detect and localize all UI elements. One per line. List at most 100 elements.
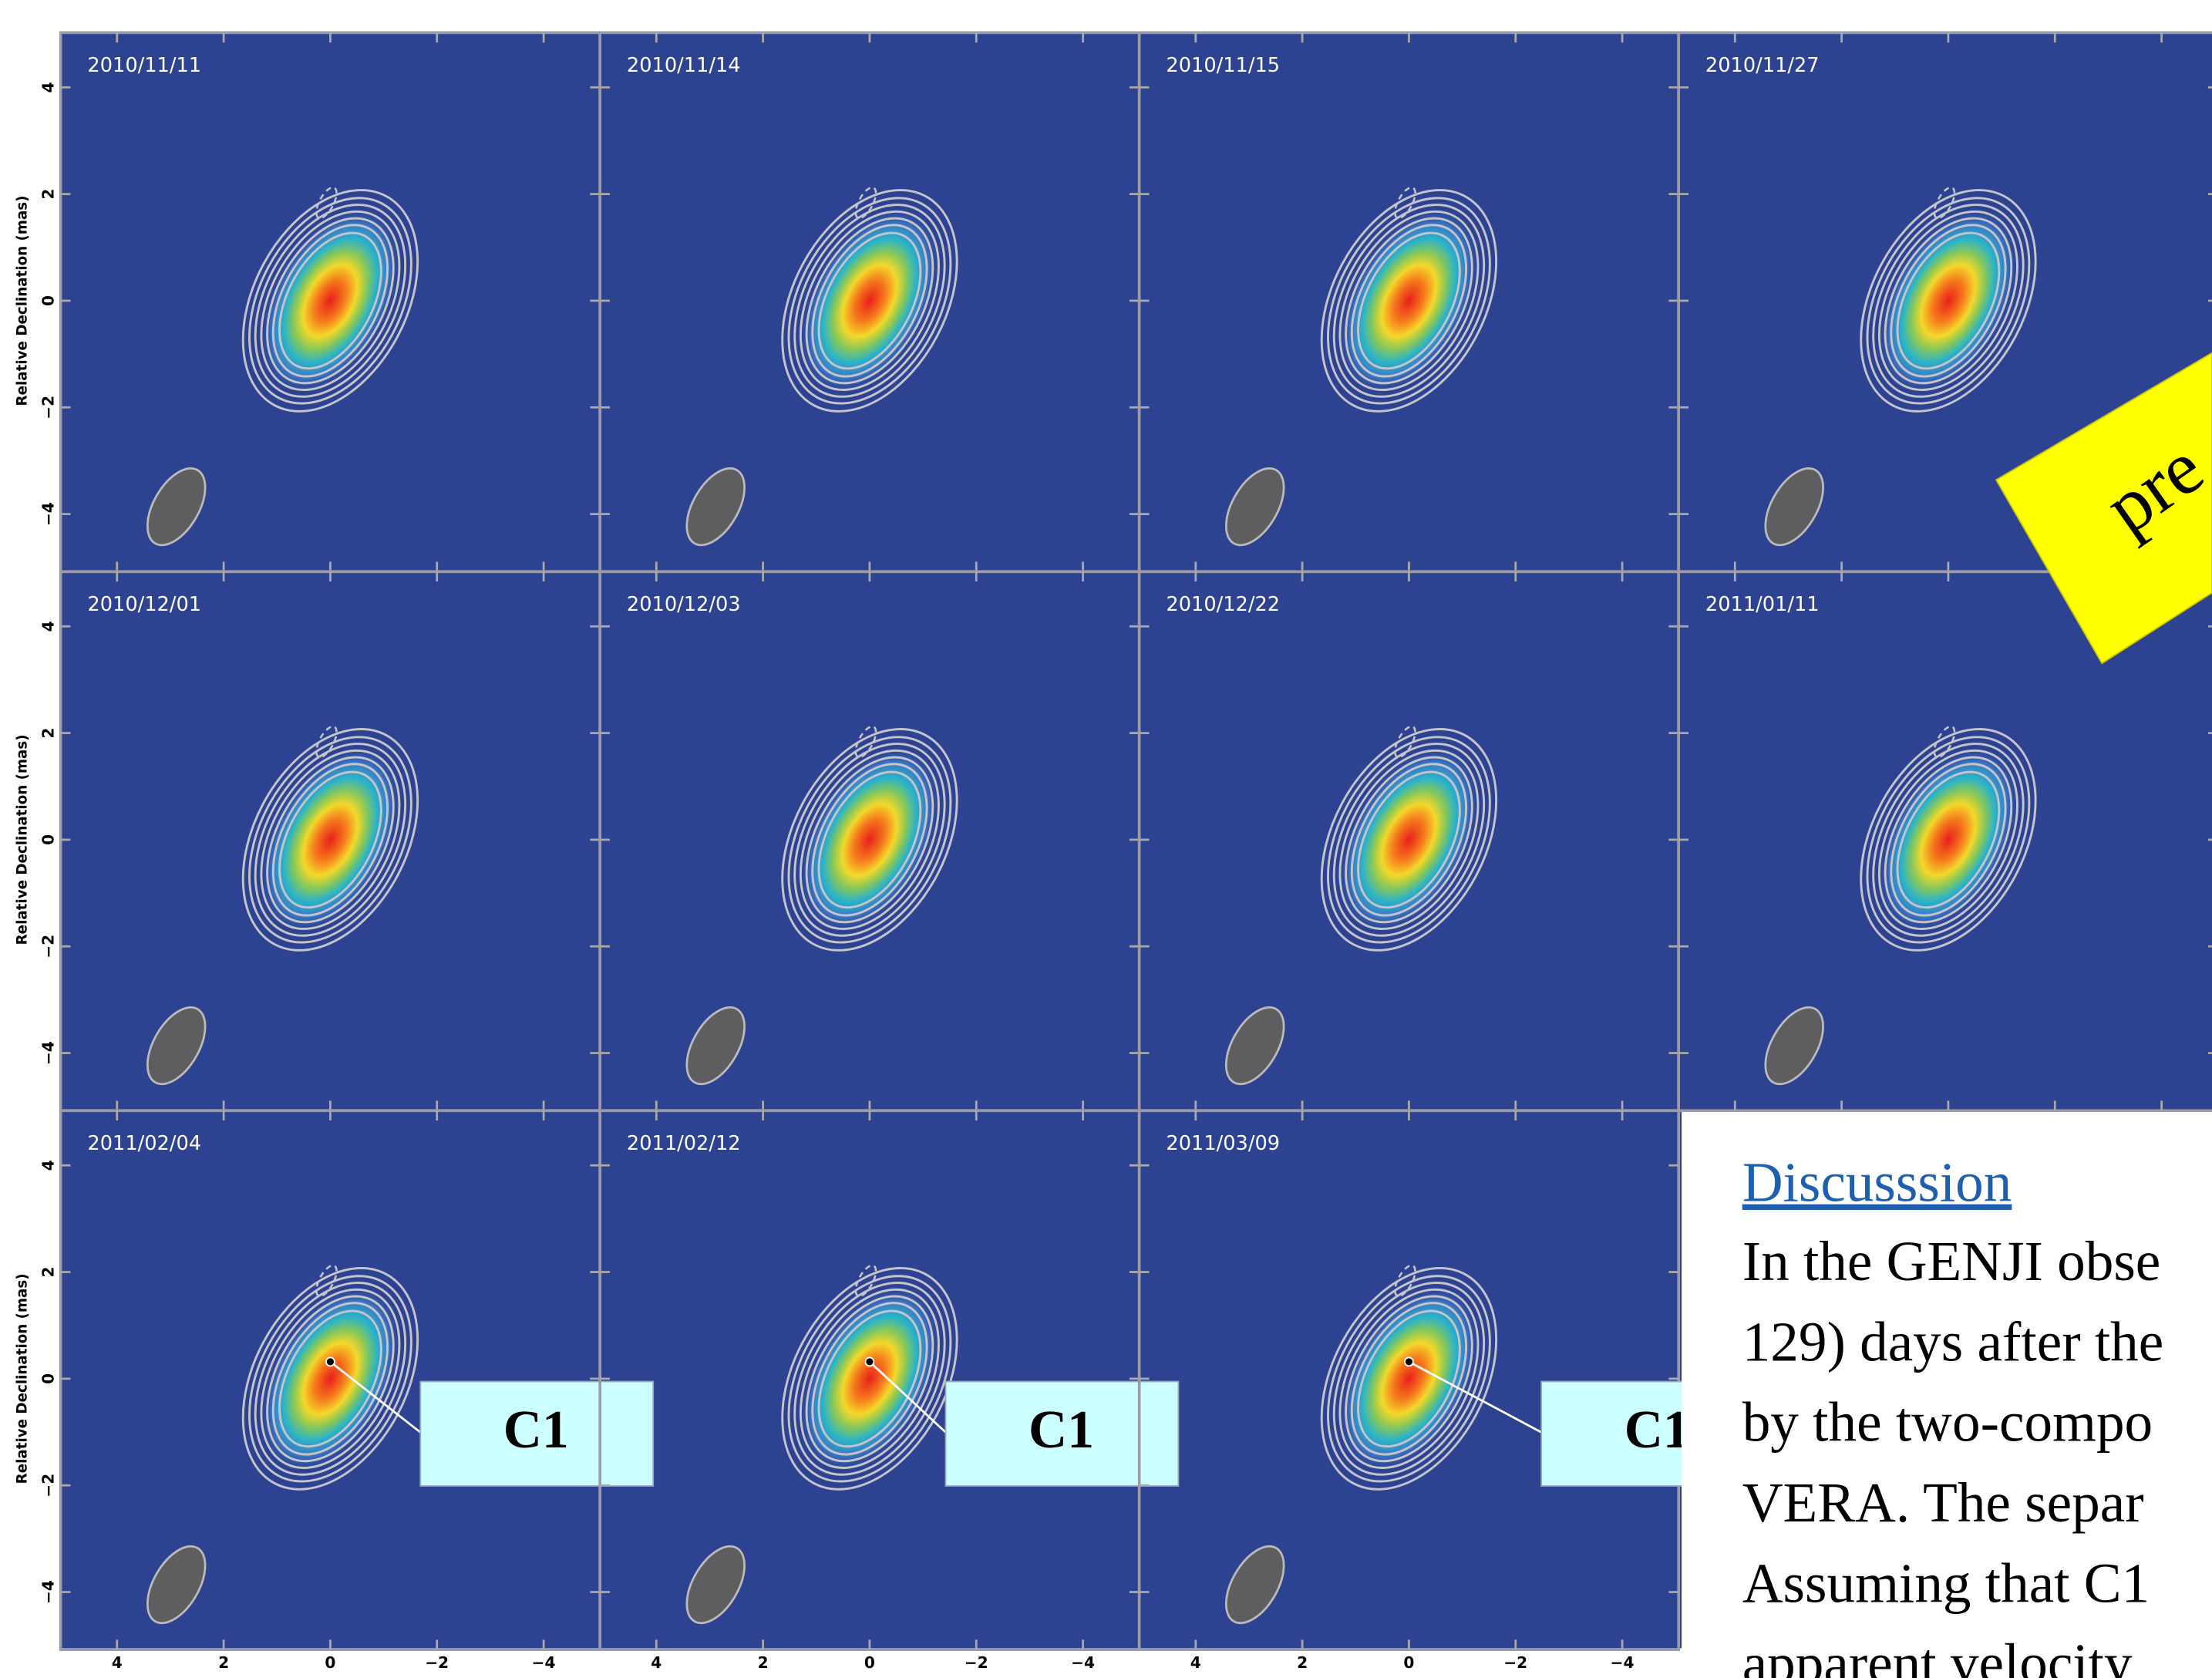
contour <box>793 743 946 937</box>
contour <box>1327 197 1491 405</box>
y-tick-label: 2 <box>39 189 58 200</box>
contour <box>271 224 389 378</box>
x-tick-label: 0 <box>1403 1653 1414 1672</box>
source-emission <box>259 207 402 395</box>
y-tick-label: 0 <box>39 295 58 306</box>
beam <box>1764 1006 1824 1086</box>
x-tick-label: 2 <box>758 1653 769 1672</box>
contour <box>254 1282 407 1476</box>
contour <box>1860 728 2037 952</box>
contour <box>805 756 934 924</box>
beam <box>1224 467 1285 547</box>
panel: 420−2−4Right Ascension (mas)2011/01/11 <box>1677 570 2212 1152</box>
contour <box>1320 728 1498 952</box>
y-tick-label: 2 <box>39 1267 58 1278</box>
beam <box>146 467 207 547</box>
discussion-line: apparent velocity <box>1742 1633 2133 1678</box>
y-axis-label: Relative Declination (mas) <box>14 195 30 406</box>
source-emission <box>1338 1285 1480 1473</box>
y-tick-label: 4 <box>39 621 58 632</box>
panel-date: 2010/11/27 <box>1705 54 1820 77</box>
panel-date: 2010/11/14 <box>627 54 741 77</box>
contour <box>260 749 401 931</box>
x-tick-label: −4 <box>1071 1653 1095 1672</box>
y-axis-label: Relative Declination (mas) <box>14 1273 30 1484</box>
source-emission <box>799 1285 941 1473</box>
panel-date: 2011/02/04 <box>87 1132 201 1155</box>
contour <box>241 189 419 413</box>
discussion-line: Assuming that C1 <box>1742 1552 2150 1614</box>
contour <box>805 217 934 385</box>
panel: 4 4 2 2 0 0 −2 −2 −4 −4 Relative Declination (mas)… <box>14 1109 655 1672</box>
y-tick-label: −2 <box>39 1474 58 1498</box>
y-tick-label: 4 <box>39 1160 58 1171</box>
contour <box>1332 743 1486 937</box>
contour <box>817 770 922 909</box>
beam <box>685 1545 746 1625</box>
y-tick-label: −4 <box>39 1580 58 1604</box>
panel-date: 2010/12/03 <box>627 593 741 616</box>
peak <box>864 1356 875 1367</box>
contour <box>854 186 877 220</box>
contour <box>266 756 395 924</box>
y-tick-label: −4 <box>39 502 58 526</box>
heading: Discusssion <box>1742 1151 2012 1214</box>
source <box>241 725 419 952</box>
contour <box>793 204 946 398</box>
contour <box>1332 204 1486 398</box>
panel: 4 2 0 −2 −4 Relative Declination (mas) 2010/11… <box>14 31 602 574</box>
x-tick-label: −2 <box>425 1653 449 1672</box>
contour <box>1338 210 1480 392</box>
contour <box>1338 749 1480 931</box>
y-tick-label: 0 <box>39 1373 58 1384</box>
x-tick-label: 0 <box>325 1653 335 1672</box>
panel-date: 2011/01/11 <box>1705 593 1820 616</box>
contour <box>266 1295 395 1463</box>
x-tick-label: −2 <box>965 1653 988 1672</box>
contour <box>260 210 401 392</box>
y-axis-label: Relative Declination (mas) <box>14 734 30 945</box>
contour <box>1350 1302 1468 1456</box>
contour <box>271 1302 389 1456</box>
contour <box>1345 756 1473 924</box>
contour <box>315 186 338 220</box>
contour <box>1345 217 1473 385</box>
peak <box>325 1356 335 1367</box>
contour <box>241 728 419 952</box>
source-emission <box>1877 746 2019 934</box>
contour <box>1320 189 1498 413</box>
discussion-line: 129) days after the <box>1742 1310 2164 1373</box>
contour <box>811 224 928 378</box>
panel-date: 2010/12/22 <box>1166 593 1280 616</box>
contour <box>781 728 958 952</box>
contour <box>1890 763 2007 917</box>
contour <box>1866 736 2031 944</box>
contour <box>254 743 407 937</box>
beam <box>146 1006 207 1086</box>
y-tick-label: 4 <box>39 82 58 93</box>
discussion-line: In the GENJI obse <box>1742 1230 2161 1292</box>
contour <box>1394 186 1416 220</box>
source <box>781 1264 958 1491</box>
panel-date: 2010/12/01 <box>87 593 201 616</box>
contour <box>1872 743 2025 937</box>
contour <box>254 204 407 398</box>
contour <box>1860 189 2037 413</box>
contour <box>1332 1282 1486 1476</box>
y-tick-label: −2 <box>39 935 58 959</box>
x-tick-label: 0 <box>864 1653 875 1672</box>
contour <box>817 231 922 370</box>
contour <box>1350 763 1468 917</box>
contour <box>1320 1266 1498 1491</box>
panel: 2010/11/27 <box>1677 31 2212 574</box>
beam <box>146 1545 207 1625</box>
source <box>781 186 958 413</box>
beam <box>1224 1545 1285 1625</box>
discussion-line: by the two-compo <box>1742 1391 2153 1454</box>
x-tick-label: −4 <box>1611 1653 1635 1672</box>
source <box>241 1264 419 1491</box>
contour <box>799 749 940 931</box>
source-emission <box>259 1285 402 1473</box>
